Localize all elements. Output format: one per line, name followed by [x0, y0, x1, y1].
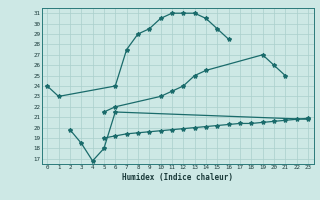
X-axis label: Humidex (Indice chaleur): Humidex (Indice chaleur) — [122, 173, 233, 182]
